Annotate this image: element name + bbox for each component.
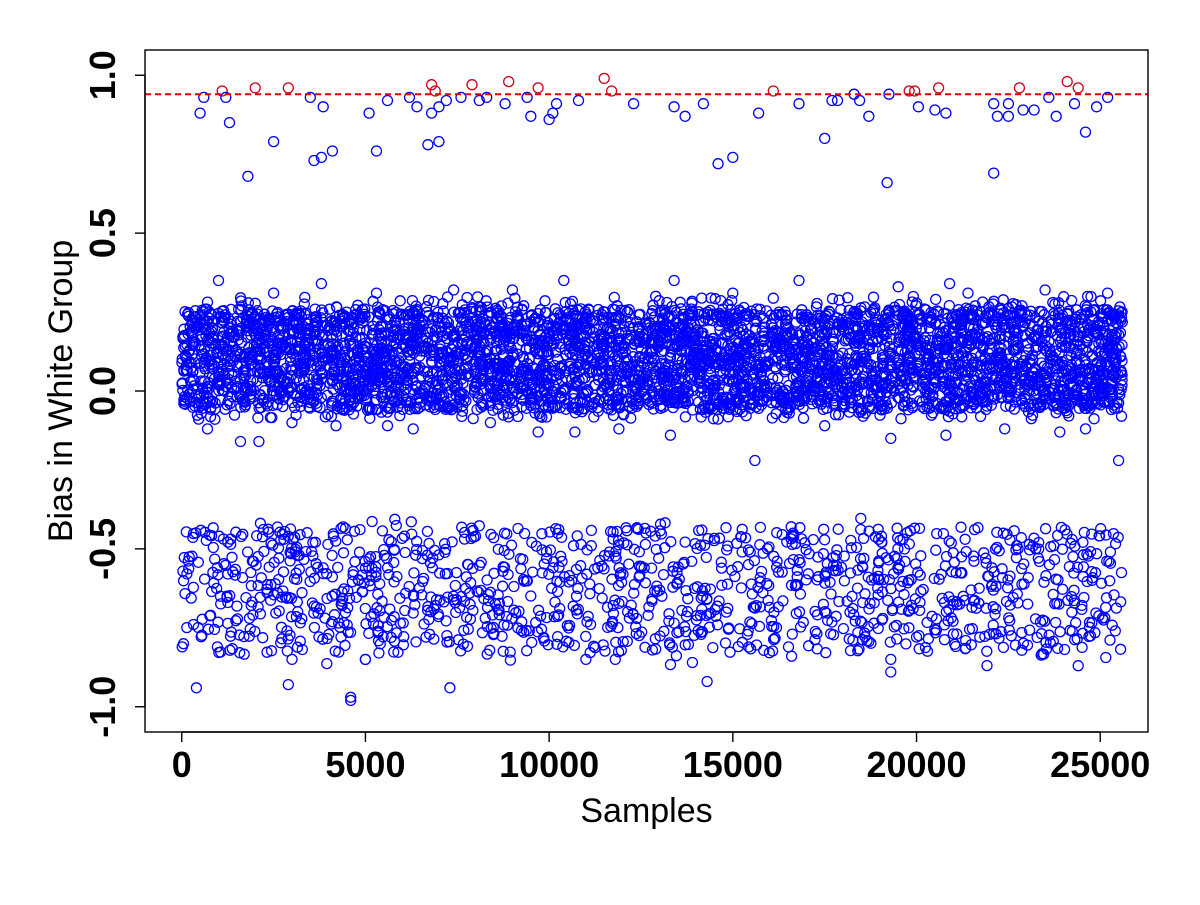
data-point bbox=[851, 308, 864, 321]
data-point bbox=[506, 381, 518, 394]
data-point bbox=[262, 373, 275, 386]
data-point bbox=[385, 402, 397, 414]
data-point bbox=[598, 312, 611, 324]
data-point bbox=[767, 372, 779, 384]
data-point bbox=[1041, 374, 1053, 386]
data-point bbox=[1019, 400, 1031, 413]
data-point bbox=[421, 306, 433, 318]
data-point bbox=[617, 339, 630, 352]
data-point bbox=[1099, 327, 1111, 340]
data-point bbox=[422, 326, 434, 338]
data-point bbox=[400, 383, 412, 395]
data-point bbox=[436, 330, 449, 343]
data-point bbox=[176, 353, 188, 365]
data-point bbox=[993, 349, 1006, 361]
data-point bbox=[607, 379, 619, 392]
data-point bbox=[1061, 308, 1073, 320]
data-point bbox=[367, 320, 379, 332]
data-point bbox=[309, 303, 321, 315]
data-point bbox=[408, 402, 421, 415]
data-point bbox=[688, 342, 700, 354]
data-point bbox=[324, 377, 336, 389]
data-point bbox=[310, 383, 323, 395]
data-point bbox=[184, 320, 196, 332]
data-point bbox=[187, 366, 199, 378]
data-point bbox=[177, 384, 189, 397]
data-point bbox=[295, 400, 307, 413]
data-point bbox=[339, 339, 351, 352]
data-point bbox=[848, 305, 861, 318]
data-point bbox=[1095, 346, 1107, 358]
data-point bbox=[1063, 305, 1075, 317]
data-point bbox=[356, 317, 368, 329]
data-point bbox=[573, 374, 585, 387]
data-point bbox=[730, 334, 742, 346]
data-point bbox=[963, 322, 975, 334]
data-point bbox=[1013, 384, 1025, 396]
data-point bbox=[863, 343, 876, 356]
data-point bbox=[971, 305, 983, 317]
data-point bbox=[395, 308, 407, 320]
data-point bbox=[397, 403, 409, 416]
data-point bbox=[693, 371, 706, 383]
data-point bbox=[178, 391, 191, 403]
data-point bbox=[579, 336, 591, 348]
data-point bbox=[1107, 321, 1120, 334]
data-point bbox=[503, 336, 516, 348]
data-point bbox=[523, 353, 535, 365]
data-point bbox=[500, 396, 512, 408]
data-point bbox=[1039, 369, 1051, 381]
data-point bbox=[593, 394, 605, 406]
data-point bbox=[580, 348, 592, 361]
data-point bbox=[997, 359, 1009, 371]
data-point bbox=[429, 350, 441, 362]
data-point bbox=[675, 362, 687, 375]
data-point bbox=[750, 401, 762, 413]
data-point bbox=[328, 366, 340, 378]
data-point bbox=[900, 372, 913, 385]
points-layer bbox=[176, 72, 1128, 707]
data-point bbox=[448, 306, 460, 318]
data-point bbox=[251, 304, 264, 317]
data-point bbox=[901, 353, 914, 365]
data-point bbox=[924, 334, 936, 347]
data-point bbox=[631, 400, 643, 413]
data-point bbox=[293, 375, 306, 387]
data-point bbox=[359, 303, 371, 315]
data-point bbox=[261, 345, 274, 358]
data-point bbox=[987, 309, 1000, 322]
data-point bbox=[351, 400, 363, 412]
data-point bbox=[449, 347, 462, 359]
data-point bbox=[196, 382, 209, 394]
data-point bbox=[808, 382, 820, 394]
data-point bbox=[1055, 355, 1068, 368]
data-point bbox=[246, 358, 258, 370]
data-point bbox=[849, 358, 862, 370]
data-point bbox=[954, 319, 967, 332]
data-point bbox=[470, 376, 483, 388]
data-point bbox=[454, 312, 467, 324]
